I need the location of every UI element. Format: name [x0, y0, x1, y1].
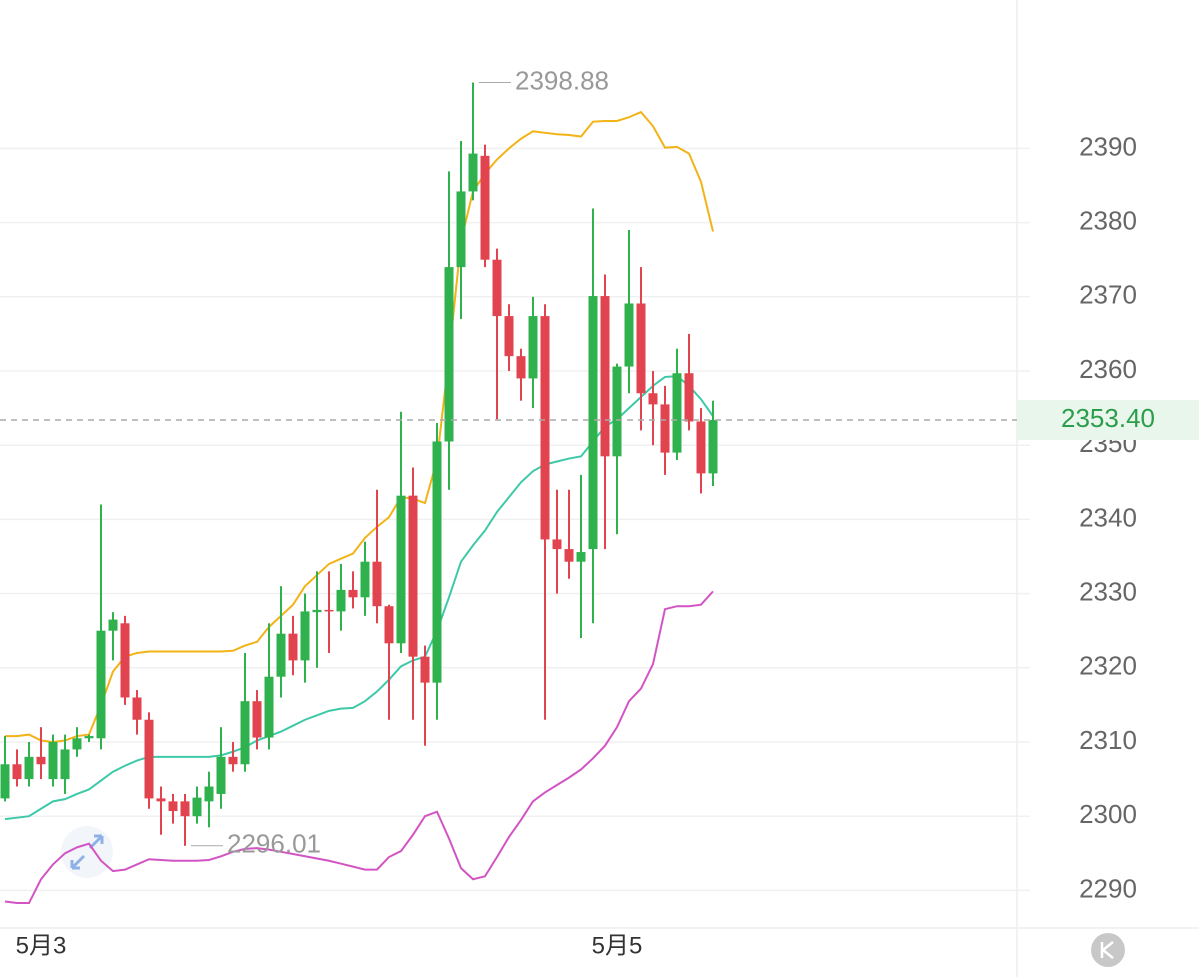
candle-body: [192, 797, 202, 817]
y-tick-label: 2390: [1079, 131, 1137, 161]
candle-body: [456, 191, 466, 268]
candle-body: [144, 719, 154, 799]
candle-body: [636, 303, 646, 394]
min-label: 2296.01: [227, 829, 321, 859]
candle-body: [588, 296, 598, 550]
candle-body: [684, 373, 694, 422]
y-tick-label: 2290: [1079, 873, 1137, 903]
candle-body: [564, 549, 574, 562]
candle-body: [276, 633, 286, 677]
candle-body: [708, 419, 718, 474]
candle-body: [516, 356, 526, 379]
candle-body: [204, 786, 214, 802]
candle-body: [12, 764, 22, 780]
candle-body: [372, 561, 382, 607]
y-tick-label: 2330: [1079, 576, 1137, 606]
band-line: [4, 590, 714, 905]
candle-body: [408, 495, 418, 657]
expand-icon[interactable]: [61, 826, 113, 878]
candle-body: [324, 609, 334, 612]
candle-body: [96, 630, 106, 739]
candle-body: [132, 697, 142, 720]
candle-body: [156, 798, 166, 802]
candle-body: [696, 421, 706, 474]
last-price-label: 2353.40: [1061, 403, 1155, 433]
candle-body: [612, 366, 622, 457]
y-tick-label: 2300: [1079, 799, 1137, 829]
y-tick-label: 2380: [1079, 205, 1137, 235]
candle-body: [72, 738, 82, 750]
candle-body: [24, 756, 34, 780]
candle-body: [108, 619, 118, 631]
x-tick-label: 5月3: [16, 932, 67, 959]
y-tick-label: 2310: [1079, 725, 1137, 755]
candle-body: [660, 404, 670, 453]
candle-body: [0, 764, 10, 799]
candle-body: [480, 155, 490, 260]
candle-body: [432, 441, 442, 683]
candle-body: [288, 633, 298, 661]
candle-body: [444, 267, 454, 442]
candle-body: [528, 316, 538, 379]
candle-body: [360, 561, 370, 598]
candle-body: [624, 303, 634, 367]
candle-body: [240, 701, 250, 765]
candle-body: [216, 756, 226, 794]
candle-body: [228, 756, 238, 765]
candle-body: [648, 393, 658, 405]
candle-body: [312, 609, 322, 613]
candle-body: [576, 552, 586, 562]
candle-body: [84, 736, 94, 739]
candle-body: [60, 749, 70, 780]
candle-body: [468, 153, 478, 192]
candle-body: [168, 801, 178, 812]
candle-body: [180, 801, 190, 817]
candle-body: [384, 606, 394, 644]
y-tick-label: 2360: [1079, 354, 1137, 384]
candle-body: [492, 259, 502, 317]
y-tick-label: 2370: [1079, 280, 1137, 310]
candle-body: [336, 589, 346, 612]
candle-body: [36, 756, 46, 765]
y-tick-label: 2320: [1079, 651, 1137, 681]
y-tick-label: 2340: [1079, 502, 1137, 532]
candle-body: [540, 316, 550, 540]
candle-body: [300, 611, 310, 661]
candle-body: [48, 742, 58, 780]
candle-body: [264, 676, 274, 738]
candle-body: [120, 623, 130, 698]
k-icon[interactable]: [1091, 933, 1125, 967]
candle-body: [504, 316, 514, 357]
candle-body: [672, 373, 682, 453]
last-price-box: [1017, 399, 1199, 440]
candle-body: [552, 539, 562, 550]
candle-body: [420, 656, 430, 683]
max-label: 2398.88: [515, 65, 609, 95]
x-tick-label: 5月5: [592, 932, 643, 959]
candle-body: [600, 296, 610, 457]
candle-body: [348, 589, 358, 598]
candle-body: [396, 495, 406, 644]
candle-body: [252, 701, 262, 738]
